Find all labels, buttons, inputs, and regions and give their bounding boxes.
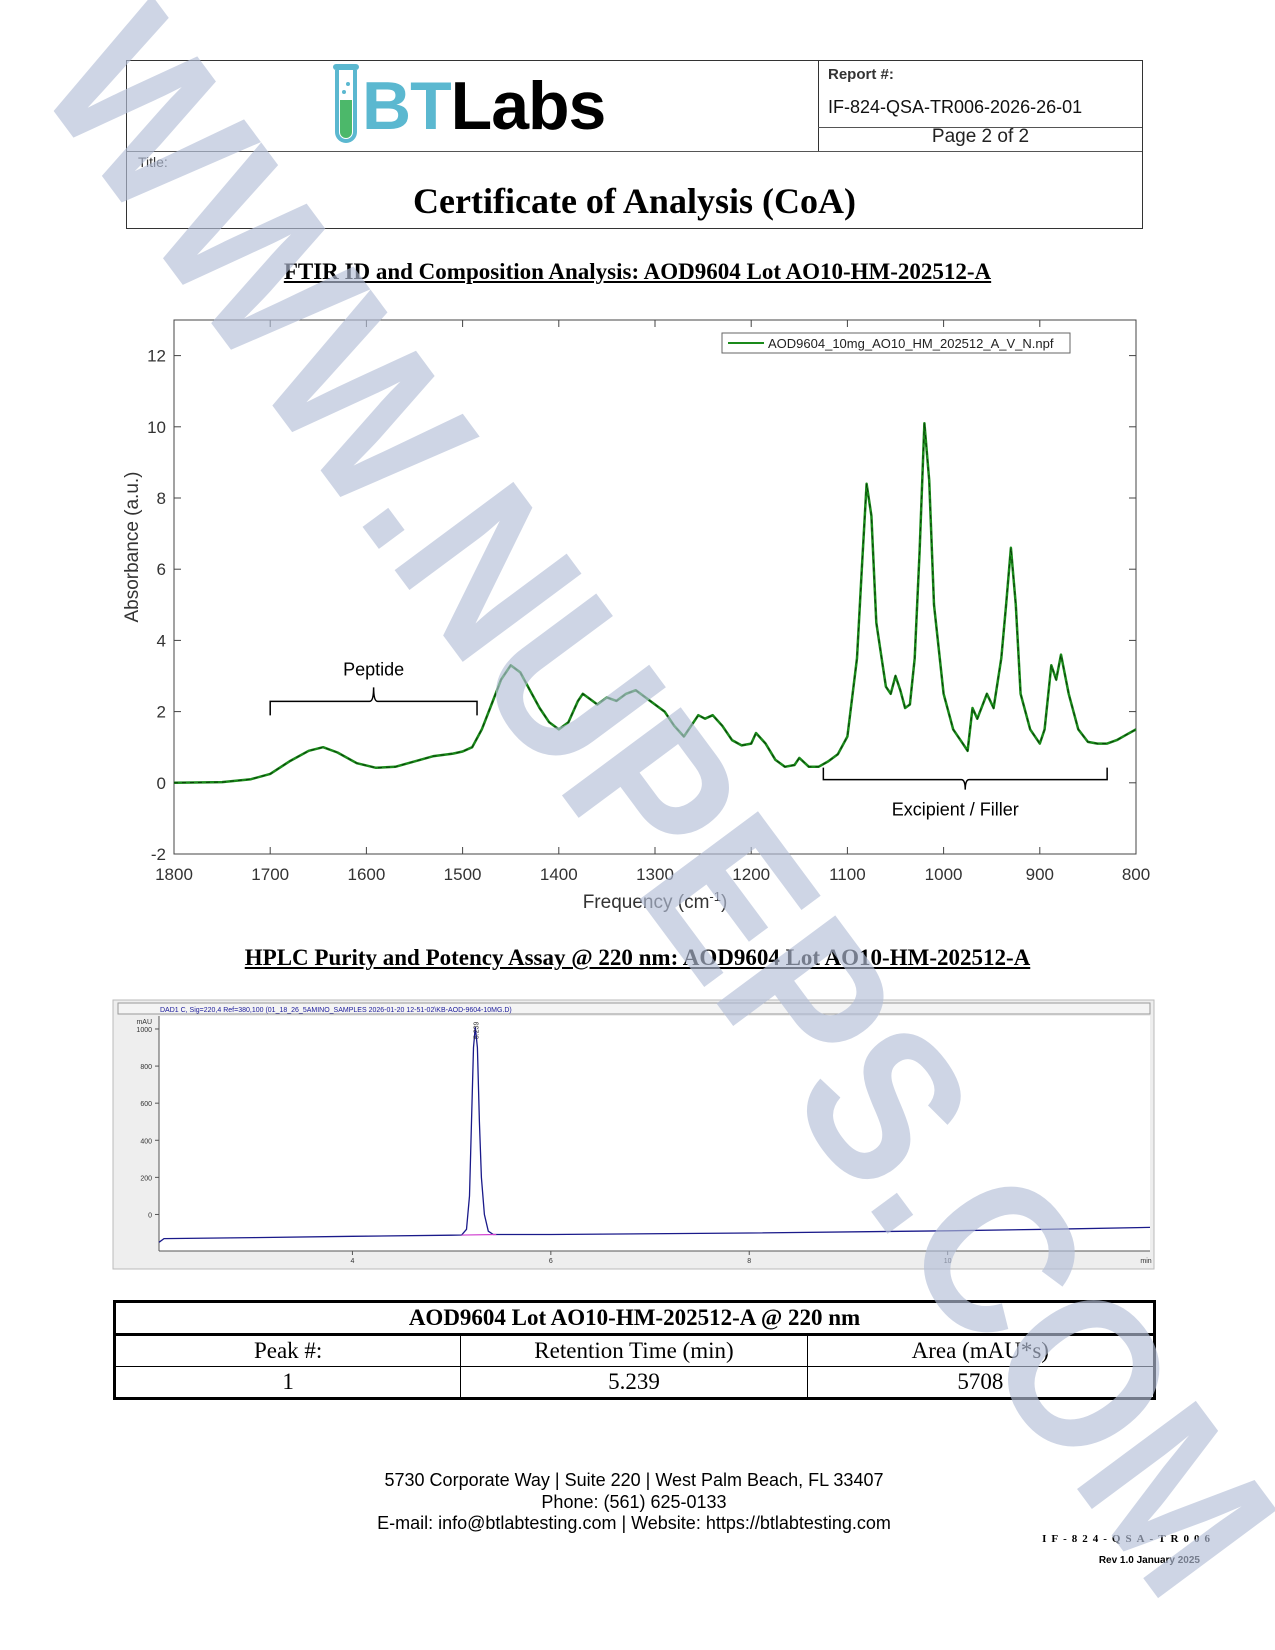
x-tick-label: 1400: [540, 865, 578, 884]
y-tick-label: 200: [140, 1175, 152, 1182]
annotation-label: Peptide: [343, 659, 404, 679]
divider: [818, 61, 819, 151]
table-row: 1 5.239 5708: [113, 1366, 1156, 1399]
footer-address: 5730 Corporate Way | Suite 220 | West Pa…: [384, 1470, 884, 1490]
x-tick-label: 900: [1026, 865, 1054, 884]
y-tick-label: 4: [157, 631, 166, 650]
divider: [818, 127, 1142, 128]
spectrum-line-overlay: [173, 423, 1137, 784]
peak-number: 1: [113, 1366, 462, 1399]
y-tick-label: 400: [140, 1138, 152, 1145]
legend-box: [721, 332, 1071, 354]
table-title: AOD9604 Lot AO10-HM-202512-A @ 220 nm: [114, 1301, 1155, 1336]
chart-title-bar: [117, 1002, 1151, 1015]
y-tick-label: 12: [147, 347, 166, 366]
divider: [127, 151, 1142, 152]
report-number-label: Report #:: [828, 66, 894, 83]
column-header: Area (mAU*s): [806, 1334, 1156, 1367]
retention-time: 5.239: [460, 1366, 808, 1399]
x-tick-label: 10: [944, 1258, 952, 1265]
y-axis-label: Absorbance (a.u.): [122, 471, 143, 622]
x-tick-label: 1600: [347, 865, 385, 884]
y-tick-label: 600: [140, 1101, 152, 1108]
results-table: AOD9604 Lot AO10-HM-202512-A @ 220 nm Pe…: [113, 1300, 1156, 1400]
x-tick-label: 1800: [155, 865, 193, 884]
x-tick-label: 1200: [732, 865, 770, 884]
x-tick-label: 8: [747, 1258, 751, 1265]
x-axis-label: Frequency (cm-1): [583, 889, 728, 913]
plot-area: [159, 1016, 1150, 1251]
document-code: IF-824-QSA-TR006: [1042, 1533, 1215, 1545]
y-tick-label: -2: [151, 845, 166, 864]
ftir-chart: 1800 1700 1600 1500 1400 1300 1200 1100 1000 900 8…: [122, 319, 1150, 913]
test-tube-logo-icon: [333, 64, 359, 143]
bracket: [822, 767, 1108, 790]
y-tick-label: 800: [140, 1064, 152, 1071]
logo-labs: Labs: [450, 68, 607, 144]
peak-area: 5708: [806, 1366, 1156, 1399]
x-tick-label: 1700: [251, 865, 289, 884]
title-label: Title:: [138, 154, 168, 170]
company-logo: BTLabs: [362, 66, 607, 146]
report-number: IF-824-QSA-TR006-2026-26-01: [828, 97, 1083, 117]
legend-entry: AOD9604_10mg_AO10_HM_202512_A_V_N.npf: [768, 336, 1054, 351]
x-tick-label: 1300: [636, 865, 674, 884]
page-title: Certificate of Analysis (CoA): [413, 181, 856, 221]
x-tick-label: 4: [350, 1258, 354, 1265]
x-tick-label: 1000: [925, 865, 963, 884]
chromatogram-line: [158, 1027, 1151, 1243]
column-header: Retention Time (min): [460, 1334, 808, 1367]
hplc-chromatogram: DAD1 C, Sig=220,4 Ref=380,100 (01_18_26_…: [112, 999, 1155, 1270]
peak-label: 5.239: [473, 1021, 480, 1039]
y-tick-label: 1000: [136, 1027, 152, 1034]
hplc-section-title: HPLC Purity and Potency Assay @ 220 nm: …: [244, 945, 1031, 970]
y-tick-label: 0: [148, 1212, 152, 1219]
y-tick-label: 6: [157, 560, 166, 579]
y-axis-unit: mAU: [136, 1019, 152, 1026]
integration-baseline: [461, 1233, 497, 1236]
x-tick-label: 800: [1122, 865, 1150, 884]
logo-bt: BT: [362, 68, 452, 144]
bracket: [269, 687, 478, 716]
footer-contact: E-mail: info@btlabtesting.com | Website:…: [377, 1513, 891, 1533]
annotation-label: Excipient / Filler: [892, 800, 1019, 820]
revision: Rev 1.0 January 2025: [1098, 1555, 1200, 1566]
x-tick-label: 6: [549, 1258, 553, 1265]
y-tick-label: 8: [157, 489, 166, 508]
y-tick-label: 2: [157, 703, 166, 722]
y-tick-label: 0: [157, 774, 166, 793]
x-axis-unit: min: [1140, 1258, 1151, 1265]
footer-phone: Phone: (561) 625-0133: [541, 1492, 727, 1512]
column-header: Peak #:: [113, 1334, 462, 1367]
y-tick-label: 10: [147, 418, 166, 437]
x-tick-label: 1500: [444, 865, 482, 884]
report-header: [126, 60, 1143, 229]
x-tick-label: 1100: [829, 865, 866, 884]
chart-title: DAD1 C, Sig=220,4 Ref=380,100 (01_18_26_…: [160, 1007, 512, 1014]
page-number: Page 2 of 2: [931, 126, 1030, 147]
ftir-section-title: FTIR ID and Composition Analysis: AOD960…: [283, 259, 992, 284]
